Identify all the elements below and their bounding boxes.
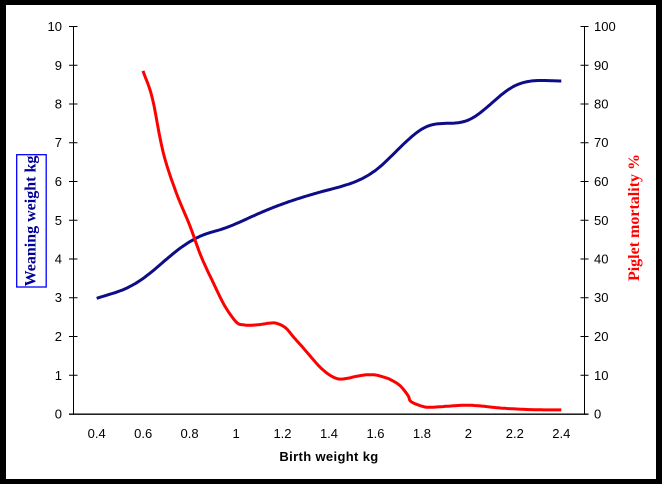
svg-text:10: 10	[48, 19, 62, 34]
svg-text:0.8: 0.8	[181, 426, 199, 441]
svg-text:0.4: 0.4	[88, 426, 106, 441]
svg-text:90: 90	[594, 58, 608, 73]
svg-text:10: 10	[594, 368, 608, 383]
svg-text:8: 8	[55, 97, 62, 112]
svg-text:2: 2	[465, 426, 472, 441]
svg-text:30: 30	[594, 290, 608, 305]
svg-text:0: 0	[594, 407, 601, 422]
svg-text:9: 9	[55, 58, 62, 73]
svg-text:40: 40	[594, 252, 608, 267]
svg-text:6: 6	[55, 174, 62, 189]
svg-text:1.8: 1.8	[413, 426, 431, 441]
svg-text:1: 1	[55, 368, 62, 383]
svg-text:1.4: 1.4	[320, 426, 338, 441]
svg-text:1.6: 1.6	[366, 426, 384, 441]
svg-text:80: 80	[594, 97, 608, 112]
svg-text:100: 100	[594, 19, 616, 34]
svg-text:50: 50	[594, 213, 608, 228]
svg-text:20: 20	[594, 329, 608, 344]
svg-text:3: 3	[55, 290, 62, 305]
svg-text:1: 1	[232, 426, 239, 441]
svg-text:7: 7	[55, 135, 62, 150]
svg-text:5: 5	[55, 213, 62, 228]
svg-text:2: 2	[55, 329, 62, 344]
svg-text:0.6: 0.6	[134, 426, 152, 441]
svg-text:4: 4	[55, 252, 62, 267]
svg-text:70: 70	[594, 135, 608, 150]
svg-text:2.2: 2.2	[506, 426, 524, 441]
svg-text:Piglet mortality %: Piglet mortality %	[626, 154, 643, 281]
svg-text:Weaning weight kg: Weaning weight kg	[23, 156, 40, 287]
svg-text:1.2: 1.2	[273, 426, 291, 441]
svg-text:0: 0	[55, 407, 62, 422]
svg-text:60: 60	[594, 174, 608, 189]
svg-text:Birth weight kg: Birth weight kg	[279, 449, 378, 464]
svg-text:2.4: 2.4	[552, 426, 570, 441]
